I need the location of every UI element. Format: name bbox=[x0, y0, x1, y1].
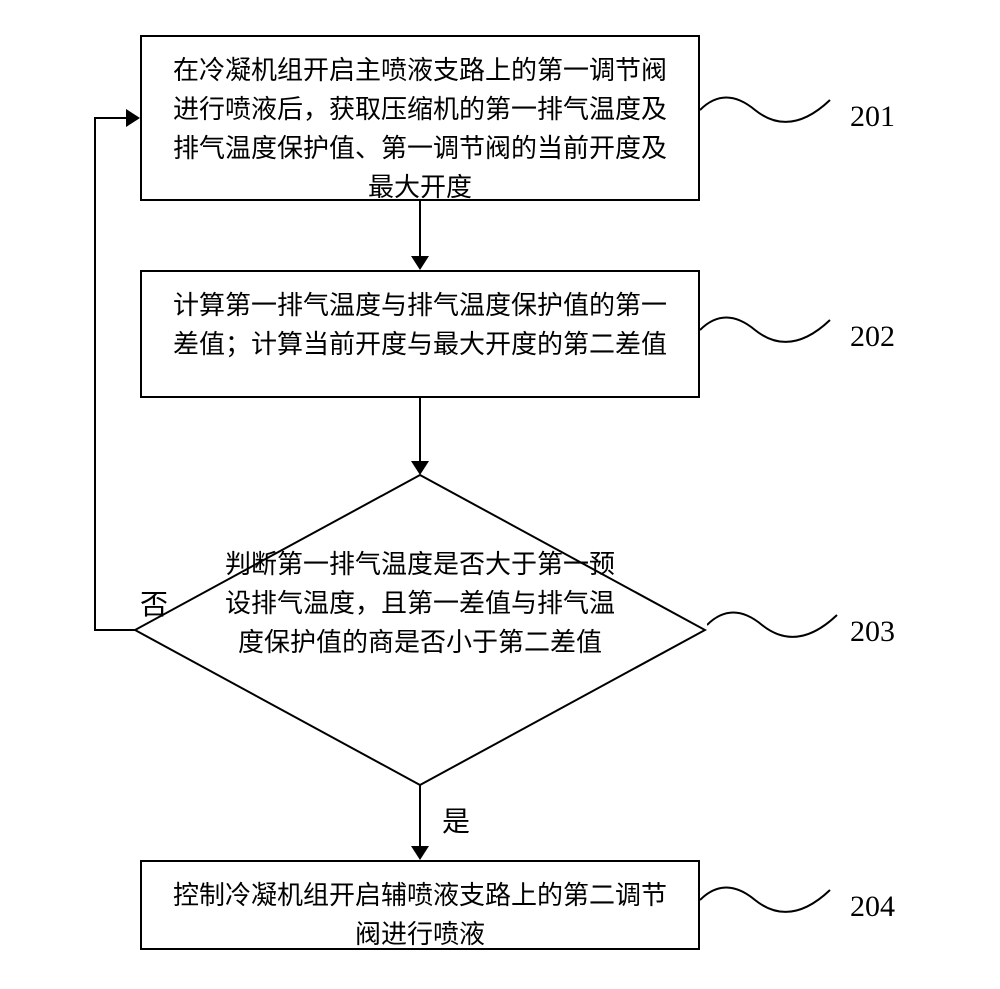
decision-text-203: 判断第一排气温度是否大于第一预设排气温度，且第一差值与排气温度保护值的商是否小于… bbox=[220, 545, 620, 662]
step-label-204: 204 bbox=[850, 890, 895, 924]
no-branch-h1 bbox=[95, 629, 135, 631]
wavy-connector-203 bbox=[707, 605, 857, 645]
step-text-204: 控制冷凝机组开启辅喷液支路上的第二调节阀进行喷液 bbox=[173, 881, 667, 949]
yes-branch-arrowhead bbox=[411, 846, 429, 860]
step-label-203: 203 bbox=[850, 615, 895, 649]
step-label-202: 202 bbox=[850, 320, 895, 354]
arrow-202-203 bbox=[419, 398, 421, 461]
yes-branch-line bbox=[419, 785, 421, 846]
step-box-201: 在冷凝机组开启主喷液支路上的第一调节阀进行喷液后，获取压缩机的第一排气温度及排气… bbox=[140, 35, 700, 201]
wavy-connector-202 bbox=[700, 310, 850, 350]
arrow-201-202 bbox=[419, 201, 421, 256]
yes-label: 是 bbox=[442, 800, 470, 840]
step-label-201: 201 bbox=[850, 100, 895, 134]
arrowhead-201-202 bbox=[411, 256, 429, 270]
step-text-201: 在冷凝机组开启主喷液支路上的第一调节阀进行喷液后，获取压缩机的第一排气温度及排气… bbox=[173, 56, 667, 202]
no-label: 否 bbox=[140, 583, 168, 623]
step-box-204: 控制冷凝机组开启辅喷液支路上的第二调节阀进行喷液 bbox=[140, 860, 700, 950]
wavy-connector-201 bbox=[700, 90, 850, 130]
wavy-connector-204 bbox=[700, 880, 850, 920]
step-text-202: 计算第一排气温度与排气温度保护值的第一差值；计算当前开度与最大开度的第二差值 bbox=[173, 291, 667, 359]
step-box-202: 计算第一排气温度与排气温度保护值的第一差值；计算当前开度与最大开度的第二差值 bbox=[140, 270, 700, 398]
no-branch-v bbox=[94, 117, 96, 631]
no-branch-arrowhead bbox=[126, 109, 140, 127]
no-branch-h2 bbox=[95, 117, 126, 119]
